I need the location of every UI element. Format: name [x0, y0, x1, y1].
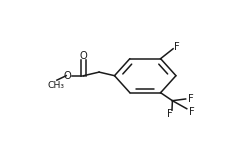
Text: F: F [167, 109, 173, 119]
Text: O: O [80, 51, 87, 61]
Text: CH₃: CH₃ [47, 81, 64, 90]
Text: O: O [64, 71, 72, 81]
Text: F: F [188, 94, 194, 104]
Text: F: F [174, 42, 180, 52]
Text: F: F [189, 107, 195, 117]
